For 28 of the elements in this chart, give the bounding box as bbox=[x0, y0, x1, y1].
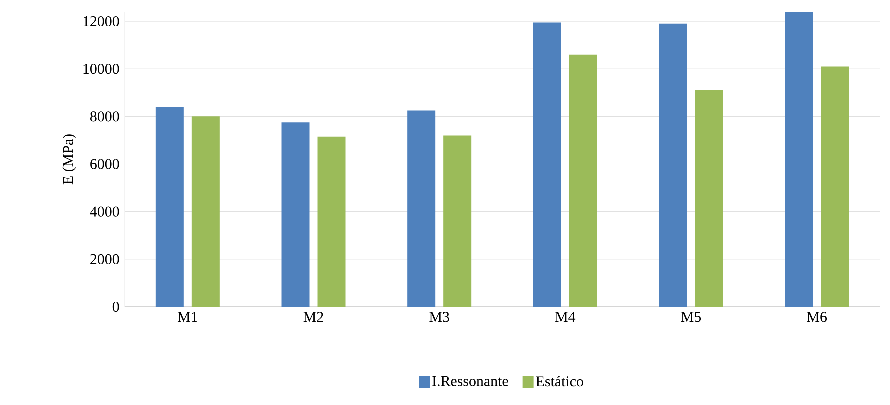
y-tick-label: 8000 bbox=[90, 112, 120, 122]
x-tick-label: M6 bbox=[807, 312, 828, 322]
x-tick-label: M2 bbox=[304, 312, 324, 322]
y-tick-label: 2000 bbox=[90, 254, 120, 264]
x-tick-label: M3 bbox=[430, 312, 450, 322]
y-tick-label: 4000 bbox=[90, 206, 120, 217]
bar bbox=[569, 54, 598, 307]
bar bbox=[533, 22, 562, 307]
bar bbox=[821, 66, 850, 307]
bar bbox=[408, 110, 436, 307]
x-tick-label: M5 bbox=[681, 312, 702, 322]
bar bbox=[659, 24, 688, 307]
bar bbox=[695, 90, 724, 307]
bar bbox=[282, 122, 310, 307]
y-tick-label: 0 bbox=[112, 302, 120, 312]
y-tick-label: 12000 bbox=[84, 16, 120, 27]
bar bbox=[192, 116, 220, 307]
y-tick-label: 10000 bbox=[84, 64, 120, 74]
x-tick-label: M4 bbox=[555, 312, 576, 322]
y-tick-label: 6000 bbox=[90, 159, 120, 170]
bar bbox=[444, 136, 472, 307]
bar bbox=[785, 12, 814, 307]
legend-label: Estático bbox=[536, 376, 584, 387]
x-tick-label: M1 bbox=[178, 312, 198, 322]
bar bbox=[156, 107, 184, 307]
bar bbox=[318, 136, 346, 307]
y-axis-title: E (MPa) bbox=[62, 134, 76, 185]
legend-label: I.Ressonante bbox=[432, 376, 508, 386]
